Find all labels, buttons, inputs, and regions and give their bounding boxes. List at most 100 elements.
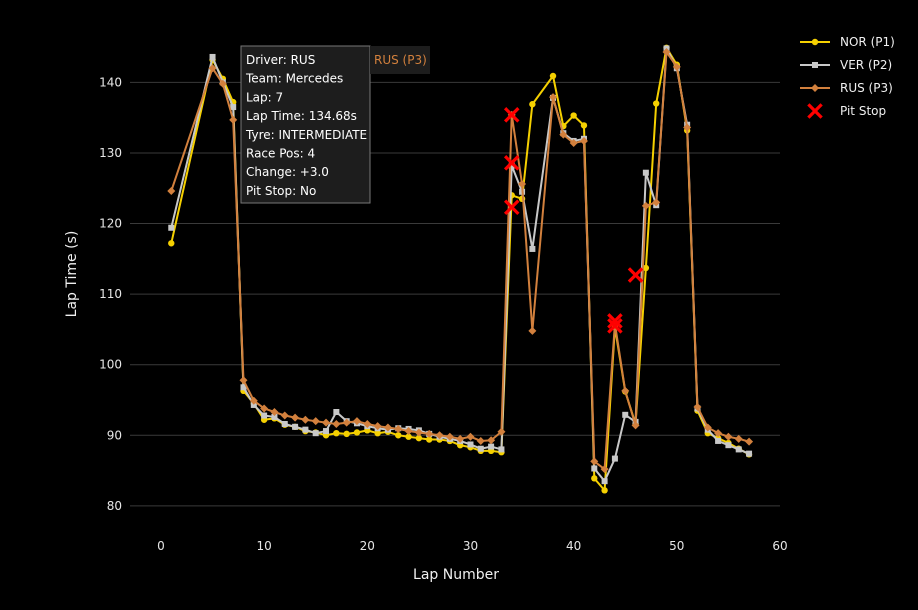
data-point[interactable] [229,115,238,124]
data-point[interactable] [383,423,392,432]
data-point[interactable] [374,429,381,437]
data-point[interactable] [415,434,423,442]
data-point[interactable] [724,432,733,441]
data-point[interactable] [466,432,475,441]
data-point[interactable] [725,442,732,449]
data-point[interactable] [642,264,650,272]
data-point[interactable] [642,169,649,176]
data-point[interactable] [312,430,319,437]
data-point[interactable] [249,396,258,405]
data-point[interactable] [703,423,712,432]
data-point[interactable] [559,130,568,139]
data-point[interactable] [373,422,382,431]
data-point[interactable] [260,404,269,413]
data-point[interactable] [580,122,588,129]
legend-item[interactable]: NOR (P1) [800,35,895,49]
pit-stop-marker[interactable] [607,313,623,329]
data-point[interactable] [529,245,536,252]
data-point[interactable] [343,430,350,438]
data-point[interactable] [323,428,330,435]
data-point[interactable] [601,487,608,494]
legend[interactable]: NOR (P1) VER (P2) RUS (P3) Pit Stop [800,35,895,119]
data-point[interactable] [332,420,341,428]
data-point[interactable] [715,437,722,444]
data-point[interactable] [342,418,351,427]
data-point[interactable] [425,429,434,438]
data-point[interactable] [292,423,299,430]
data-point[interactable] [622,411,629,418]
pit-stop-marker[interactable] [503,107,520,123]
data-point[interactable] [745,437,754,446]
data-point[interactable] [456,434,465,443]
data-point[interactable] [549,93,558,102]
data-point[interactable] [528,326,537,335]
data-point[interactable] [487,436,496,445]
data-point[interactable] [405,433,412,440]
legend-item[interactable]: VER (P2) [800,58,892,72]
pit-stop-marker[interactable] [627,267,644,283]
data-point[interactable] [734,434,743,443]
data-point[interactable] [435,431,444,440]
data-point[interactable] [311,417,320,426]
data-point[interactable] [271,413,278,420]
data-point[interactable] [683,123,692,132]
data-point[interactable] [569,139,578,148]
legend-swatch-marker[interactable] [807,103,823,119]
data-point[interactable] [414,428,423,437]
data-point[interactable] [333,429,340,437]
data-point[interactable] [218,79,227,88]
data-point[interactable] [529,101,536,108]
data-point[interactable] [291,413,300,422]
data-point[interactable] [322,418,331,427]
data-point[interactable] [168,224,175,231]
data-point[interactable] [301,415,310,424]
data-point[interactable] [167,187,176,196]
data-point[interactable] [746,450,753,457]
legend-swatch-marker[interactable] [811,38,819,46]
data-point[interactable] [498,446,505,453]
data-point[interactable] [261,412,268,419]
data-point[interactable] [477,445,484,452]
data-point[interactable] [579,136,588,145]
data-point[interactable] [497,427,506,436]
data-point[interactable] [714,429,723,438]
data-point[interactable] [672,62,681,71]
data-point[interactable] [168,240,175,247]
data-point[interactable] [518,180,527,188]
data-point[interactable] [280,411,289,420]
data-point[interactable] [488,443,495,450]
data-point[interactable] [621,386,630,395]
data-point[interactable] [333,409,340,415]
legend-swatch-marker[interactable] [812,62,818,68]
data-point[interactable] [395,432,402,439]
data-point[interactable] [240,384,247,391]
data-point[interactable] [641,201,650,210]
data-point[interactable] [601,478,608,485]
data-point[interactable] [445,432,454,441]
data-point[interactable] [508,162,515,169]
data-point[interactable] [549,72,557,80]
legend-swatch-marker[interactable] [811,84,819,92]
data-point[interactable] [209,53,216,60]
pit-stop-marker[interactable] [503,155,520,171]
data-point[interactable] [281,421,288,427]
data-point[interactable] [467,441,474,448]
data-point[interactable] [353,429,361,436]
data-point[interactable] [363,420,372,428]
data-point[interactable] [476,436,485,445]
data-point[interactable] [250,401,257,408]
data-point[interactable] [611,455,618,462]
data-point[interactable] [631,421,640,430]
data-point[interactable] [652,198,661,207]
data-point[interactable] [590,457,599,466]
data-point[interactable] [270,408,279,416]
data-point[interactable] [570,112,577,119]
data-point[interactable] [693,403,702,412]
data-point[interactable] [230,104,237,111]
data-point[interactable] [735,446,742,453]
data-point[interactable] [404,427,413,436]
data-point[interactable] [600,465,609,474]
legend-item[interactable]: Pit Stop [807,103,887,119]
data-point[interactable] [302,426,309,433]
